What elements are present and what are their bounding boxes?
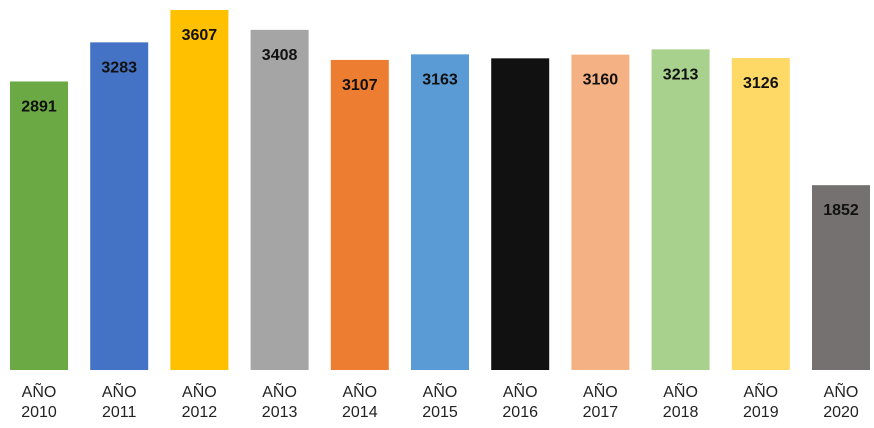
plot: 2891 3283 3607 3408 3107 3163 3123 3160 3213 3126… [10, 10, 870, 371]
bar [411, 54, 469, 370]
bar [731, 58, 790, 370]
bar [812, 185, 870, 370]
value-label: 2891 [21, 98, 57, 115]
bar [491, 58, 550, 371]
value-label: 3123 [502, 75, 538, 92]
category-label: AÑO 2016 [502, 384, 538, 421]
category-label: AÑO 2015 [422, 384, 458, 421]
category-label: AÑO 2010 [21, 384, 57, 421]
bar [90, 42, 149, 371]
value-label: 3126 [743, 75, 779, 92]
category-label: AÑO 2013 [261, 384, 298, 421]
bar [571, 54, 630, 371]
category-label: AÑO 2020 [823, 384, 859, 421]
value-label: 3607 [182, 27, 218, 44]
category-label: AÑO 2012 [181, 384, 218, 421]
bar [651, 49, 710, 371]
category-label: AÑO 2019 [743, 384, 779, 421]
category-label: AÑO 2014 [342, 384, 378, 421]
value-label: 1852 [823, 202, 859, 219]
bar [170, 10, 229, 371]
bar [250, 29, 309, 371]
value-label: 3283 [101, 59, 137, 76]
category-label: AÑO 2011 [101, 384, 137, 421]
bar [330, 59, 389, 371]
value-label: 3107 [342, 77, 378, 94]
category-label: AÑO 2018 [662, 384, 699, 421]
value-label: 3163 [422, 71, 458, 88]
bar [10, 81, 68, 370]
value-label: 3160 [583, 72, 619, 89]
value-label: 3408 [262, 47, 298, 64]
category-label: AÑO 2017 [582, 384, 619, 421]
value-label: 3213 [663, 66, 699, 83]
